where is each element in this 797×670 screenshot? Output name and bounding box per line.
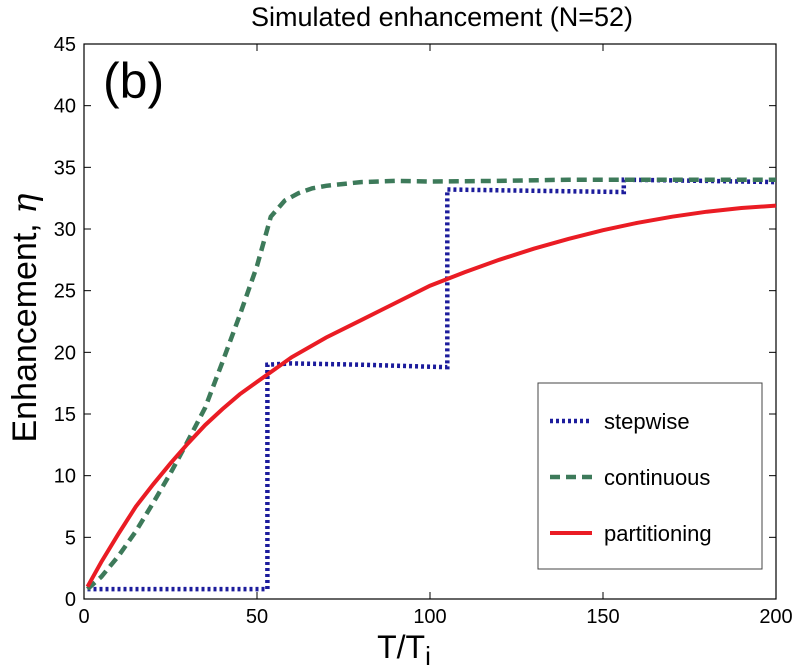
x-tick-label: 100 (413, 606, 446, 628)
x-axis-title: T/Ti (377, 629, 431, 670)
y-axis: 0 5 10 15 20 25 30 35 40 45 (54, 34, 776, 611)
series-line-continuous (86, 177, 776, 591)
x-tick-label: 200 (759, 606, 792, 628)
y-axis-title: Enhancement, η (5, 193, 45, 443)
x-tick-label: 0 (78, 606, 89, 628)
legend: stepwise continuous partitioning (537, 382, 763, 570)
y-axis-title-main: Enhancement, (6, 214, 44, 443)
x-axis-title-main: T/T (377, 629, 425, 665)
y-tick-label: 45 (54, 34, 76, 56)
series-line-stepwise (87, 177, 777, 592)
y-tick-label: 30 (54, 219, 76, 241)
y-tick-label: 25 (54, 281, 76, 303)
y-tick-label: 20 (54, 342, 76, 364)
legend-label-partitioning: partitioning (604, 521, 712, 546)
y-tick-label: 10 (54, 466, 76, 488)
series-line-partitioning (85, 203, 777, 588)
chart-title: Simulated enhancement (N=52) (251, 2, 633, 32)
y-tick-label: 35 (54, 157, 76, 179)
y-tick-label: 40 (54, 96, 76, 118)
y-tick-label: 15 (54, 404, 76, 426)
x-tick-label: 50 (246, 606, 268, 628)
x-axis: 0 50 100 150 200 (78, 44, 793, 628)
legend-label-stepwise: stepwise (604, 409, 690, 434)
y-tick-label: 0 (65, 589, 76, 611)
y-tick-label: 5 (65, 527, 76, 549)
panel-label: (b) (103, 53, 164, 109)
x-tick-label: 150 (586, 606, 619, 628)
y-axis-title-symbol: η (5, 193, 45, 214)
legend-items: stepwise continuous partitioning (550, 409, 712, 546)
series-layer (85, 177, 777, 592)
x-axis-title-subscript: i (425, 641, 431, 670)
legend-label-continuous: continuous (604, 465, 710, 490)
